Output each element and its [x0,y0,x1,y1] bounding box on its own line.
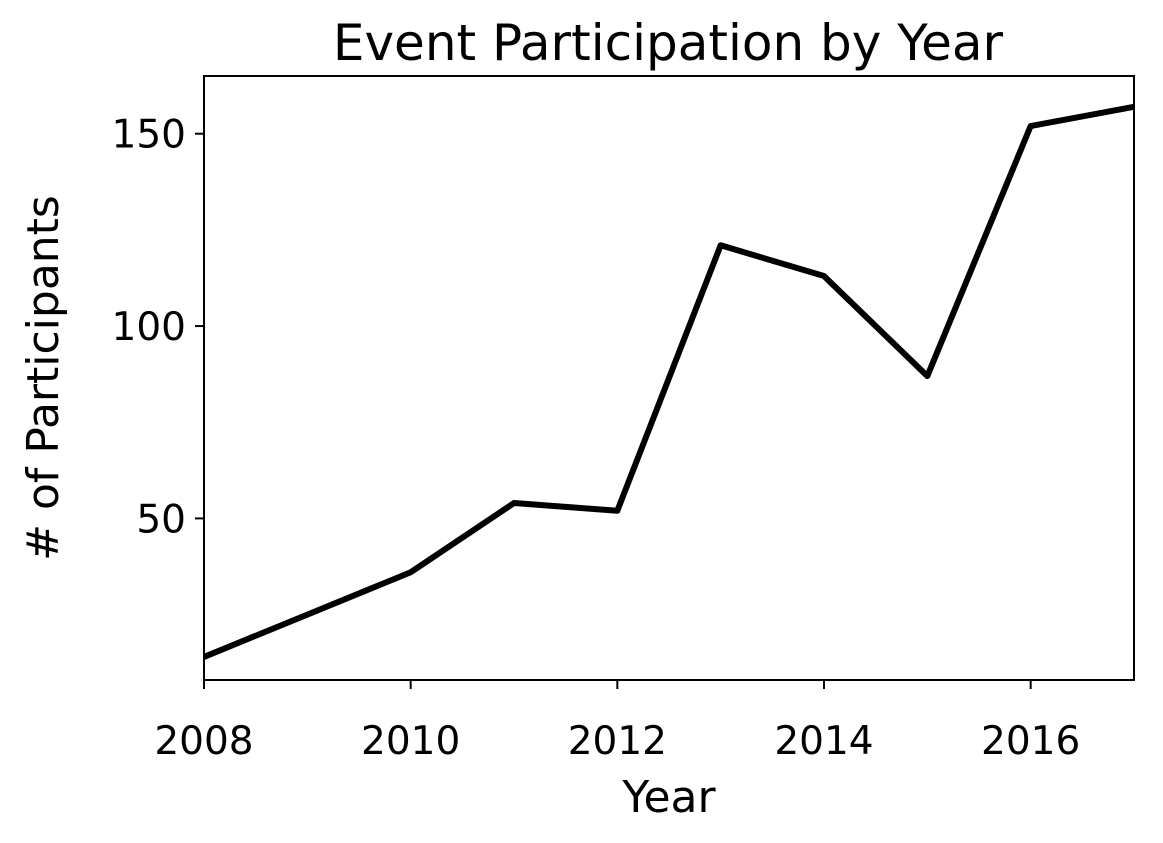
x-tick-label: 2012 [568,719,667,764]
y-tick-label: 100 [112,305,186,350]
chart-title: Event Participation by Year [333,14,1004,72]
y-tick-label: 50 [136,497,186,542]
plot-area [202,75,1135,681]
y-tick-label: 150 [112,113,186,158]
x-tick-label: 2008 [154,719,253,764]
x-tick-label: 2014 [774,719,873,764]
x-tick-label: 2016 [981,719,1080,764]
x-tick-label: 2010 [361,719,460,764]
x-axis: 2008 2010 2012 2014 2016 [154,680,1080,764]
series-line [202,103,1135,660]
y-axis-label: # of Participants [18,195,69,561]
y-axis: 50 100 150 [112,113,204,542]
plot-frame [203,75,1135,681]
x-axis-label: Year [621,772,716,823]
